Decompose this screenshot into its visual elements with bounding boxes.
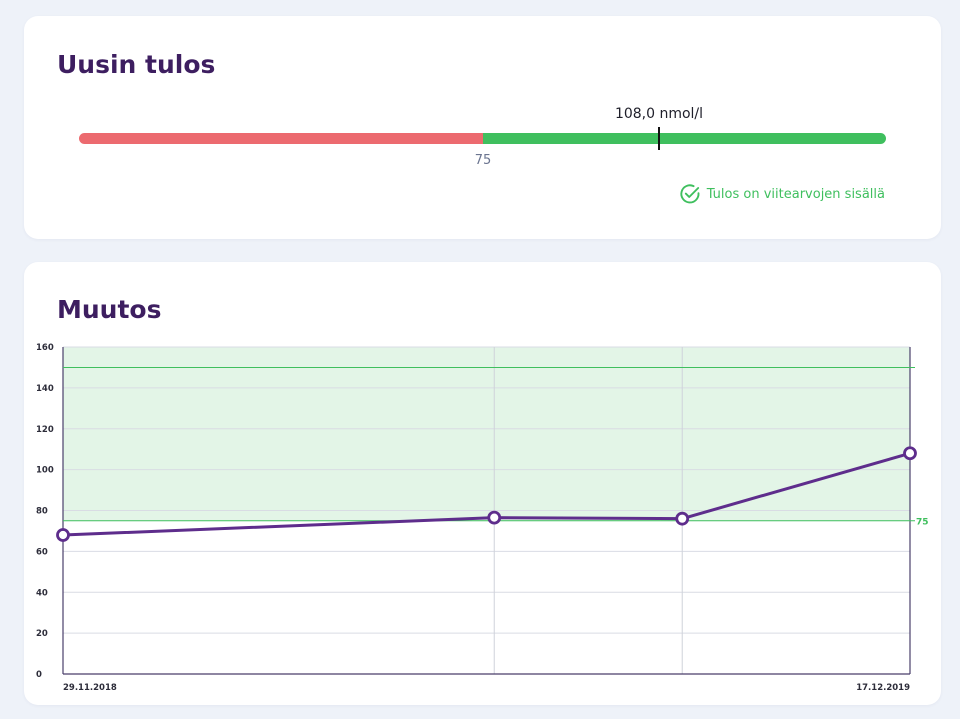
status-text: Tulos on viitearvojen sisällä bbox=[706, 186, 885, 202]
data-point bbox=[903, 446, 917, 461]
latest-result-title: Uusin tulos bbox=[57, 50, 216, 79]
y-tick-label: 80 bbox=[36, 507, 48, 517]
threshold-label: 75 bbox=[474, 153, 492, 168]
series-line bbox=[62, 451, 911, 537]
result-value-label: 108,0 nmol/l bbox=[614, 106, 704, 122]
x-tick-label: 29.11.2018 bbox=[63, 683, 117, 693]
change-title: Muutos bbox=[57, 295, 162, 324]
y-tick-label: 120 bbox=[36, 425, 54, 435]
y-tick-label: 160 bbox=[36, 343, 54, 353]
status-row: Tulos on viitearvojen sisällä bbox=[679, 183, 885, 205]
y-tick-label: 0 bbox=[36, 670, 42, 680]
data-point bbox=[487, 510, 502, 525]
upper-band-fill bbox=[63, 347, 910, 368]
reference-range-band bbox=[63, 367, 910, 521]
y-tick-label: 100 bbox=[36, 466, 54, 476]
result-marker bbox=[658, 127, 660, 150]
within-range-bar bbox=[483, 133, 886, 144]
y-tick-label: 60 bbox=[36, 547, 48, 557]
data-point bbox=[56, 528, 70, 542]
check-circle-icon bbox=[680, 184, 700, 204]
y-tick-label: 140 bbox=[36, 384, 54, 394]
data-point bbox=[675, 511, 690, 526]
latest-result-card: Uusin tulos 108,0 nmol/l 75 Tulos on vii… bbox=[24, 16, 941, 239]
y-tick-label: 20 bbox=[36, 629, 48, 639]
y-tick-label: 40 bbox=[36, 588, 48, 598]
x-tick-label: 17.12.2019 bbox=[856, 683, 910, 693]
reference-low-label: 75 bbox=[916, 518, 929, 528]
below-range-bar bbox=[79, 133, 483, 144]
